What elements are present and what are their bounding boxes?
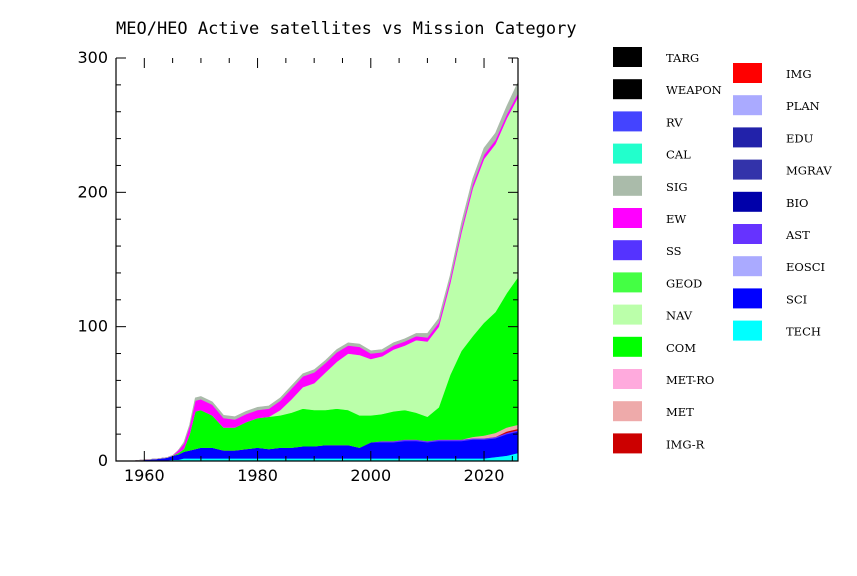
legend-entry-sci: SCI — [733, 288, 807, 309]
legend-entry-met: MET — [613, 401, 694, 422]
legend-label: GEOD — [666, 276, 702, 290]
x-tick-label: 2000 — [350, 466, 391, 485]
legend-swatch — [733, 191, 762, 212]
legend-swatch — [613, 79, 642, 100]
legend-swatch — [613, 433, 642, 454]
legend-label: SCI — [786, 292, 807, 306]
legend-entry-sig: SIG — [613, 175, 688, 196]
legend-entry-ew: EW — [613, 208, 686, 228]
legend-entry-weapon: WEAPON — [613, 79, 722, 100]
y-tick-label: 200 — [77, 182, 108, 201]
legend-swatch — [733, 288, 762, 309]
axes: 0 100 200 300 1960 1980 2000 2020 — [77, 48, 519, 485]
legend-entry-tech: TECH — [733, 320, 821, 341]
legend-swatch — [613, 304, 642, 325]
legend-label: SS — [666, 244, 682, 258]
legend-label: AST — [785, 228, 810, 242]
chart-title: MEO/HEO Active satellites vs Mission Cat… — [116, 19, 577, 39]
legend-entry-geod: GEOD — [613, 272, 702, 293]
legend: TARG WEAPON RV CAL SIG EW SS GEOD NAV COM MET-RO ME… — [613, 47, 832, 454]
legend-swatch — [733, 127, 762, 148]
legend-swatch — [733, 63, 762, 83]
legend-swatch — [613, 175, 642, 196]
legend-swatch — [613, 143, 642, 164]
legend-label: SIG — [666, 180, 688, 194]
legend-label: BIO — [786, 196, 808, 210]
legend-entry-ss: SS — [613, 240, 682, 261]
legend-entry-ast: AST — [733, 224, 810, 244]
legend-swatch — [613, 336, 642, 357]
legend-swatch — [613, 401, 642, 422]
legend-entry-targ: TARG — [613, 47, 699, 67]
y-tick-label: 100 — [77, 317, 108, 336]
legend-entry-met-ro: MET-RO — [613, 369, 714, 389]
legend-swatch — [613, 208, 642, 228]
legend-entry-cal: CAL — [613, 143, 691, 164]
x-tick-label: 1960 — [124, 466, 165, 485]
legend-entry-img-r: IMG-R — [613, 433, 705, 454]
legend-entry-eosci: EOSCI — [733, 256, 825, 277]
y-tick-label: 0 — [98, 451, 108, 470]
legend-label: IMG — [786, 67, 812, 81]
legend-entry-rv: RV — [613, 111, 683, 132]
x-tick-label: 1980 — [237, 466, 278, 485]
legend-swatch — [613, 369, 642, 389]
legend-label: CAL — [666, 148, 691, 162]
legend-entry-mgrav: MGRAV — [733, 159, 832, 180]
legend-entry-com: COM — [613, 336, 696, 357]
legend-entry-plan: PLAN — [733, 95, 820, 116]
legend-label: TARG — [666, 51, 699, 65]
stacked-areas — [116, 82, 519, 462]
legend-swatch — [733, 320, 762, 341]
legend-label: NAV — [666, 309, 693, 323]
legend-label: COM — [666, 341, 696, 355]
x-tick-label: 2020 — [464, 466, 505, 485]
legend-label: MET-RO — [666, 373, 714, 387]
legend-swatch — [733, 159, 762, 180]
legend-label: MET — [666, 405, 694, 419]
legend-swatch — [733, 95, 762, 116]
legend-label: IMG-R — [666, 437, 705, 451]
legend-label: EDU — [786, 131, 814, 145]
legend-label: EW — [666, 212, 686, 226]
axis-frame — [115, 58, 519, 462]
legend-label: MGRAV — [786, 164, 832, 178]
legend-entry-nav: NAV — [613, 304, 693, 325]
legend-label: RV — [666, 115, 683, 129]
legend-label: EOSCI — [786, 260, 825, 274]
legend-entry-bio: BIO — [733, 191, 808, 212]
legend-label: WEAPON — [666, 83, 722, 97]
legend-label: TECH — [786, 325, 821, 339]
legend-label: PLAN — [786, 99, 820, 113]
legend-swatch — [613, 111, 642, 132]
legend-swatch — [733, 224, 762, 244]
legend-swatch — [733, 256, 762, 277]
legend-swatch — [613, 272, 642, 293]
y-tick-label: 300 — [77, 48, 108, 67]
legend-swatch — [613, 47, 642, 67]
legend-entry-img: IMG — [733, 63, 812, 83]
legend-swatch — [613, 240, 642, 261]
legend-entry-edu: EDU — [733, 127, 814, 148]
